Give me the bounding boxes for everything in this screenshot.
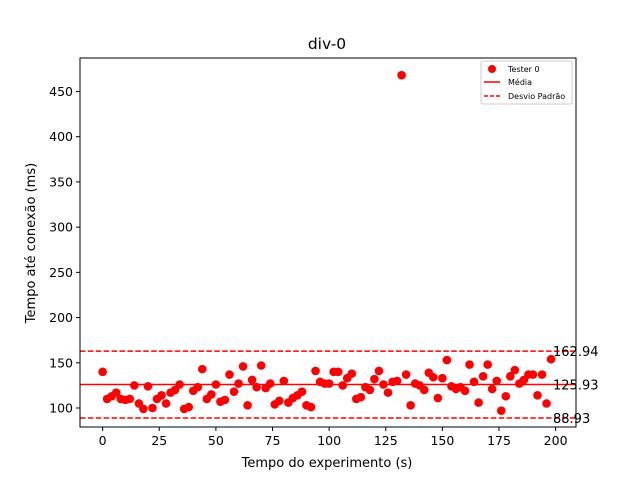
data-point bbox=[429, 372, 438, 382]
data-point bbox=[442, 355, 452, 365]
data-point bbox=[356, 392, 366, 402]
data-point bbox=[483, 360, 492, 369]
data-point bbox=[383, 388, 393, 397]
x-tick-label: 75 bbox=[265, 433, 281, 448]
data-point bbox=[546, 354, 556, 364]
y-tick-label: 400 bbox=[49, 129, 73, 144]
data-point bbox=[542, 399, 551, 408]
data-point bbox=[496, 406, 506, 416]
data-point bbox=[256, 361, 266, 370]
x-tick-label: 200 bbox=[544, 433, 568, 448]
x-tick-label: 100 bbox=[317, 433, 341, 448]
data-point bbox=[311, 366, 320, 376]
x-tick-label: 125 bbox=[374, 433, 398, 448]
data-point bbox=[333, 367, 343, 377]
data-point bbox=[474, 398, 483, 407]
data-point bbox=[265, 379, 275, 388]
data-point bbox=[279, 376, 289, 386]
data-point bbox=[506, 372, 515, 381]
data-point bbox=[229, 387, 239, 397]
data-point bbox=[175, 380, 184, 389]
legend: Tester 0 Média Desvio Padrão bbox=[480, 60, 573, 105]
data-point bbox=[125, 394, 135, 404]
y-tick-label: 300 bbox=[49, 220, 73, 235]
data-point bbox=[184, 402, 194, 412]
data-point bbox=[537, 370, 547, 379]
data-point bbox=[347, 369, 357, 378]
data-point bbox=[374, 366, 384, 376]
data-point bbox=[297, 387, 307, 397]
data-point bbox=[370, 374, 379, 384]
data-point bbox=[234, 379, 243, 388]
data-point bbox=[225, 370, 234, 379]
data-point bbox=[324, 379, 334, 388]
data-point bbox=[207, 390, 216, 399]
data-point bbox=[130, 381, 139, 390]
data-point bbox=[406, 400, 415, 410]
x-tick-label: 175 bbox=[487, 433, 511, 448]
y-tick-label: 200 bbox=[49, 310, 73, 325]
axes-frame bbox=[79, 57, 577, 428]
data-point bbox=[275, 396, 284, 406]
data-point bbox=[460, 386, 470, 396]
x-tick-label: 150 bbox=[430, 433, 454, 448]
data-point bbox=[139, 404, 148, 414]
data-point bbox=[478, 372, 488, 381]
data-point bbox=[501, 391, 511, 401]
data-point bbox=[365, 385, 375, 395]
y-axis-label: Tempo até conexão (ms) bbox=[24, 163, 39, 324]
y-tick-label: 450 bbox=[49, 84, 73, 99]
data-point bbox=[157, 391, 166, 400]
data-point bbox=[528, 370, 538, 379]
x-tick-label: 25 bbox=[151, 433, 167, 448]
data-point bbox=[438, 373, 447, 383]
annotation-lower-std: 88.93 bbox=[553, 412, 590, 427]
data-point bbox=[252, 382, 261, 392]
data-point bbox=[211, 380, 221, 389]
data-point bbox=[220, 395, 230, 405]
data-point bbox=[433, 393, 443, 403]
data-point bbox=[148, 403, 157, 413]
data-point bbox=[238, 362, 248, 371]
legend-label: Média bbox=[508, 77, 532, 87]
data-point bbox=[111, 388, 121, 397]
data-point bbox=[306, 402, 316, 412]
x-tick-label: 50 bbox=[208, 433, 224, 448]
legend-label: Desvio Padrão bbox=[508, 92, 565, 101]
data-point bbox=[465, 360, 474, 369]
data-point bbox=[198, 364, 207, 374]
data-point bbox=[419, 385, 429, 395]
data-point bbox=[98, 367, 107, 377]
data-point bbox=[510, 365, 520, 375]
x-tick-label: 0 bbox=[99, 433, 107, 448]
data-point bbox=[487, 384, 497, 394]
y-tick-label: 150 bbox=[49, 355, 73, 370]
data-point bbox=[392, 376, 402, 386]
y-tick-label: 350 bbox=[49, 174, 73, 189]
y-tick-label: 250 bbox=[49, 265, 73, 280]
data-point bbox=[338, 381, 348, 390]
data-point bbox=[143, 382, 153, 391]
x-axis-label: Tempo do experimento (s) bbox=[241, 456, 413, 471]
data-point bbox=[379, 380, 388, 389]
data-point bbox=[243, 400, 252, 410]
data-point bbox=[492, 376, 502, 386]
data-point bbox=[247, 375, 257, 385]
data-point bbox=[401, 370, 411, 379]
y-tick-label: 100 bbox=[49, 401, 73, 416]
data-point bbox=[397, 70, 406, 80]
data-point bbox=[193, 382, 203, 392]
data-point bbox=[161, 399, 171, 408]
legend-label: Tester 0 bbox=[507, 65, 540, 74]
legend-box bbox=[480, 60, 573, 105]
data-point bbox=[469, 377, 479, 387]
chart-title: div-0 bbox=[308, 35, 346, 53]
legend-marker-tester bbox=[488, 65, 496, 73]
data-point bbox=[533, 391, 542, 400]
